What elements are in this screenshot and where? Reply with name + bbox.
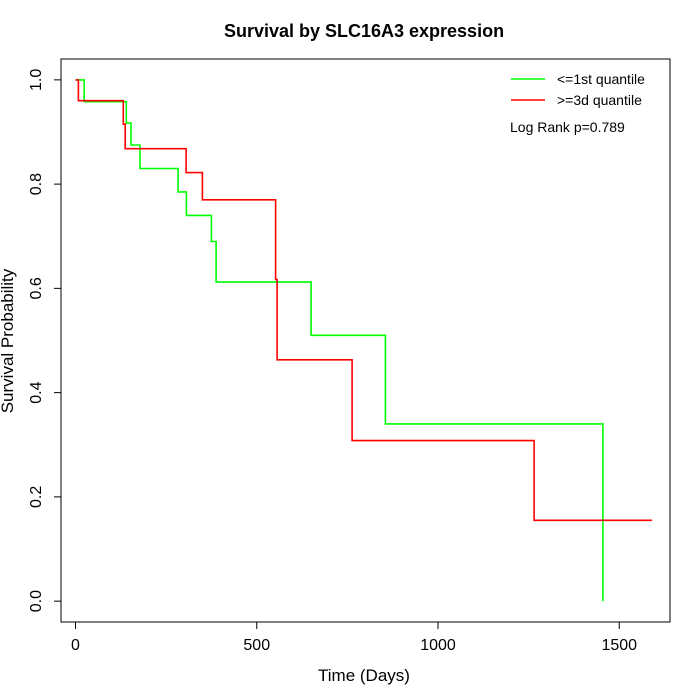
x-tick-label: 0 bbox=[71, 637, 80, 654]
y-tick-label: 0.0 bbox=[28, 590, 45, 612]
y-tick-label: 0.6 bbox=[28, 277, 45, 299]
legend-label-1: <=1st quantile bbox=[557, 71, 645, 87]
series-line-2 bbox=[75, 79, 652, 522]
legend-label-2: >=3d quantile bbox=[557, 92, 642, 108]
series-layer bbox=[75, 79, 652, 602]
y-axis-label: Survival Probability bbox=[0, 268, 17, 413]
x-tick-label: 1500 bbox=[601, 637, 637, 654]
y-tick-label: 0.4 bbox=[28, 381, 45, 403]
y-axis: 0.0 0.2 0.4 0.6 0.8 1.0 bbox=[28, 69, 62, 612]
y-tick-label: 0.8 bbox=[28, 173, 45, 195]
x-tick-label: 1000 bbox=[420, 637, 456, 654]
y-tick-label: 1.0 bbox=[28, 69, 45, 91]
x-tick-label: 500 bbox=[243, 637, 270, 654]
series-line-1 bbox=[75, 79, 604, 602]
x-axis-label: Time (Days) bbox=[318, 666, 410, 685]
chart-title: Survival by SLC16A3 expression bbox=[224, 21, 504, 41]
legend: <=1st quantile >=3d quantile bbox=[511, 71, 645, 108]
y-tick-label: 0.2 bbox=[28, 486, 45, 508]
plot-frame bbox=[60, 58, 671, 623]
x-axis: 0 500 1000 1500 bbox=[71, 621, 637, 654]
log-rank-annotation: Log Rank p=0.789 bbox=[510, 119, 625, 135]
